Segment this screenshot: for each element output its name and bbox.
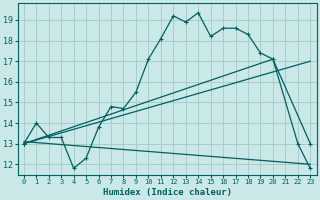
X-axis label: Humidex (Indice chaleur): Humidex (Indice chaleur) xyxy=(103,188,232,197)
